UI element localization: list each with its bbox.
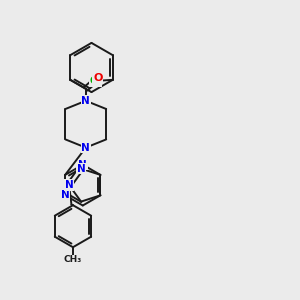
Text: N: N: [77, 164, 85, 174]
Text: CH₃: CH₃: [64, 255, 82, 264]
Text: Cl: Cl: [90, 76, 101, 86]
Text: N: N: [65, 180, 74, 190]
Text: N: N: [81, 96, 90, 106]
Text: N: N: [61, 190, 70, 200]
Text: O: O: [93, 73, 103, 83]
Text: N: N: [81, 142, 90, 153]
Text: N: N: [78, 160, 87, 170]
